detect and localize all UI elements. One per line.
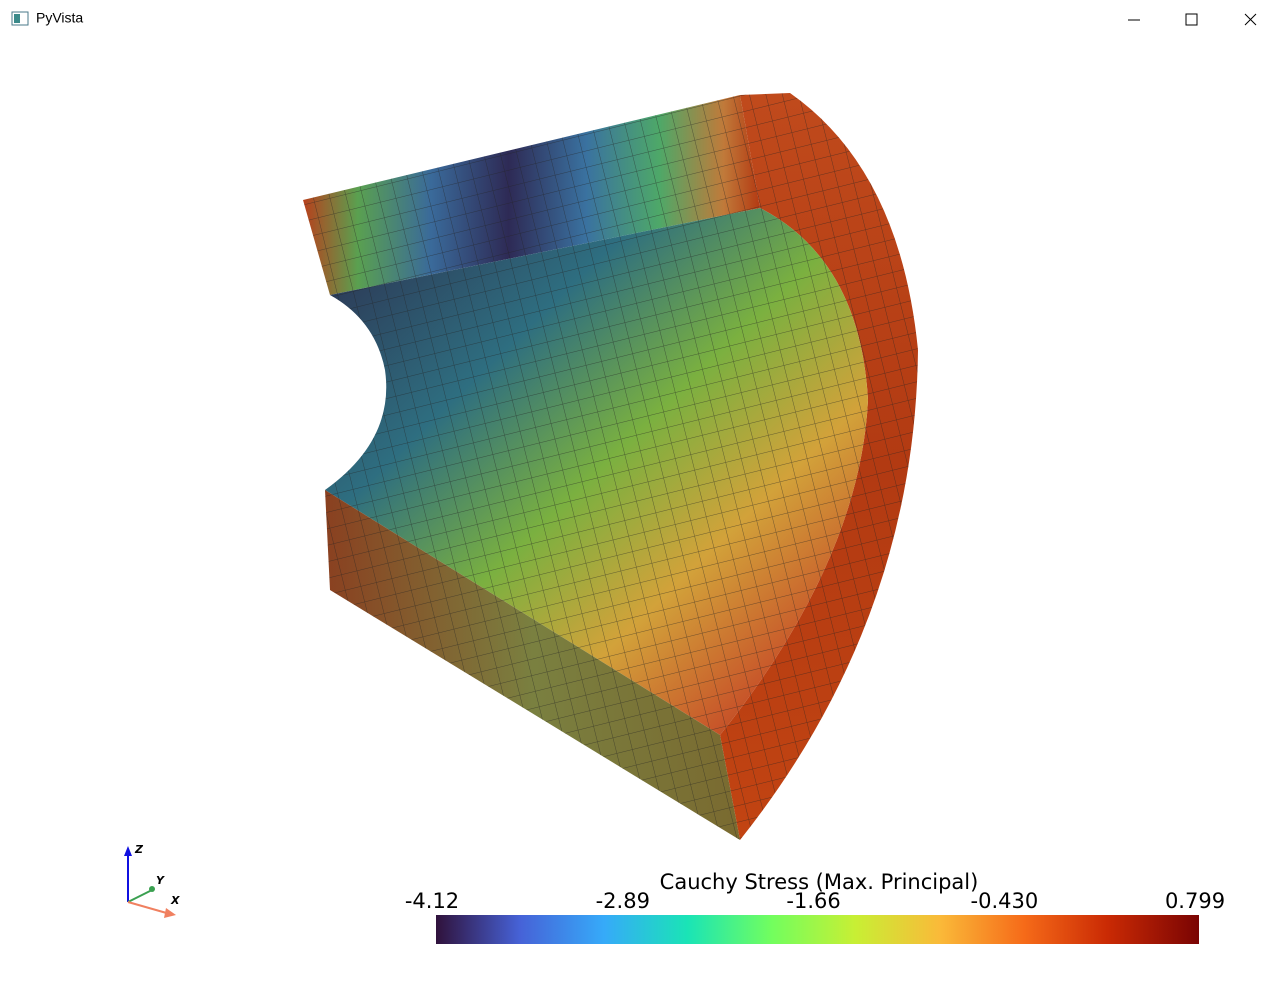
mesh-render	[303, 93, 918, 840]
app-icon	[14, 14, 20, 23]
scalar-bar-tick-label: -2.89	[596, 889, 650, 913]
window-title: PyVista	[36, 10, 83, 26]
scalar-bar-tick-label: -4.12	[405, 889, 459, 913]
scalar-bar-tick-label: -0.430	[971, 889, 1039, 913]
scalar-bar-ticks: -4.12 -2.89 -1.66 -0.430 0.799	[405, 889, 1225, 913]
axis-label-y: Y	[156, 874, 165, 887]
close-button[interactable]	[1244, 13, 1257, 26]
scalar-bar-title: Cauchy Stress (Max. Principal)	[660, 870, 979, 894]
app-icon	[11, 11, 29, 26]
scalar-bar-tick-label: -1.66	[786, 889, 840, 913]
axis-label-x: X	[170, 894, 180, 907]
axis-label-z: Z	[134, 843, 144, 856]
title-bar	[0, 0, 1281, 38]
scalar-bar-tick-label: 0.799	[1165, 889, 1225, 913]
scalar-bar	[436, 915, 1199, 944]
maximize-button[interactable]	[1185, 13, 1198, 26]
axes-widget: Z Y X	[124, 843, 180, 918]
